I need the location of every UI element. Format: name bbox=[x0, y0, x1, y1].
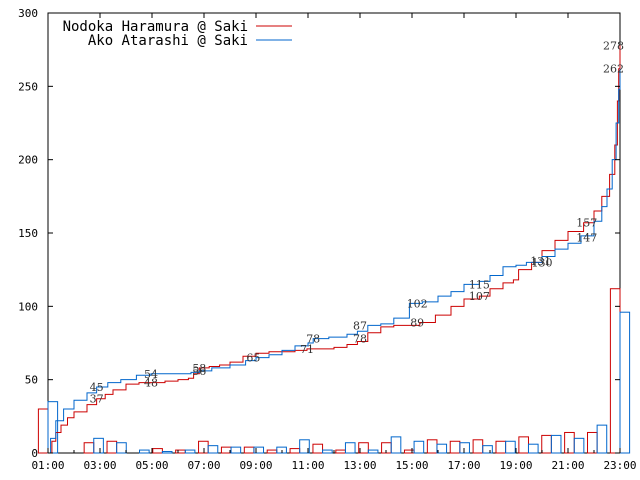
hourly-bar-nodoka bbox=[495, 440, 507, 454]
hourly-bar-ako bbox=[459, 442, 470, 454]
point-label: 107 bbox=[469, 290, 490, 303]
hourly-bar-nodoka bbox=[289, 448, 301, 454]
point-label: 262 bbox=[603, 63, 624, 76]
point-label: 89 bbox=[410, 316, 424, 329]
hourly-bar-nodoka bbox=[312, 443, 324, 454]
hourly-bar-ako bbox=[482, 445, 493, 454]
x-tick-label: 15:00 bbox=[395, 459, 428, 472]
x-tick-label: 23:00 bbox=[603, 459, 636, 472]
point-label: 71 bbox=[300, 343, 314, 356]
hourly-bar-nodoka bbox=[518, 436, 529, 454]
hourly-bar-ako bbox=[344, 442, 356, 454]
hourly-bar-ako bbox=[550, 434, 562, 454]
point-label: 48 bbox=[144, 377, 158, 390]
hourly-bar-nodoka bbox=[198, 440, 209, 454]
y-tick-label: 100 bbox=[18, 300, 38, 313]
hourly-bar-ako bbox=[207, 445, 219, 454]
point-label: 157 bbox=[576, 217, 597, 230]
point-label: 45 bbox=[90, 381, 104, 394]
hourly-bar-ako bbox=[139, 449, 150, 454]
point-label: 65 bbox=[246, 352, 260, 365]
hourly-bar-ako bbox=[573, 437, 585, 454]
x-tick-label: 17:00 bbox=[447, 459, 480, 472]
hourly-bar-nodoka bbox=[403, 449, 415, 454]
hourly-bar-ako bbox=[505, 440, 516, 454]
x-axis: 01:00 03:00 05:00 07:00 09:00 11:00 13:00 15:00… bbox=[31, 13, 637, 472]
point-label: 130 bbox=[532, 256, 553, 269]
x-tick-label: 13:00 bbox=[343, 459, 376, 472]
hourly-bar-ako bbox=[390, 436, 402, 454]
legend-label: Ako Atarashi @ Saki bbox=[88, 33, 248, 49]
y-tick-label: 0 bbox=[31, 447, 38, 460]
point-label: 54 bbox=[144, 368, 158, 381]
hourly-bar-ako bbox=[116, 442, 127, 454]
x-tick-label: 19:00 bbox=[499, 459, 532, 472]
x-tick-label: 05:00 bbox=[135, 459, 168, 472]
hourly-bar-nodoka bbox=[541, 434, 552, 454]
point-label: 56 bbox=[192, 365, 206, 378]
hourly-bar-nodoka bbox=[335, 449, 346, 454]
point-label: 131 bbox=[530, 255, 551, 268]
hourly-bar-nodoka bbox=[83, 442, 95, 454]
point-label: 87 bbox=[353, 319, 367, 332]
point-label: 102 bbox=[407, 297, 428, 310]
plot-frame bbox=[47, 12, 621, 454]
hourly-bar-ako bbox=[184, 449, 196, 454]
x-tick-label: 07:00 bbox=[187, 459, 220, 472]
hourly-bar-ako bbox=[93, 437, 104, 454]
x-tick-label: 21:00 bbox=[551, 459, 584, 472]
x-tick-label: 01:00 bbox=[31, 459, 64, 472]
hourly-bar-ako bbox=[230, 446, 242, 454]
point-label: 78 bbox=[306, 333, 320, 346]
hourly-bars bbox=[37, 288, 631, 454]
point-label: 115 bbox=[469, 278, 490, 291]
point-label: 37 bbox=[90, 393, 104, 406]
x-tick-label: 11:00 bbox=[291, 459, 324, 472]
y-tick-label: 200 bbox=[18, 154, 38, 167]
hourly-bar-ako bbox=[299, 439, 310, 454]
point-label: 78 bbox=[353, 333, 367, 346]
hourly-bar-ako bbox=[527, 443, 539, 454]
y-tick-label: 50 bbox=[25, 374, 38, 387]
hourly-bar-nodoka bbox=[358, 442, 369, 454]
y-tick-label: 300 bbox=[18, 7, 38, 20]
hourly-bar-nodoka bbox=[426, 439, 438, 454]
hourly-bar-nodoka bbox=[587, 431, 598, 454]
y-tick-label: 150 bbox=[18, 227, 38, 240]
series-line-ako bbox=[48, 68, 621, 454]
hourly-bar-nodoka bbox=[106, 440, 118, 454]
hourly-bar-nodoka bbox=[609, 288, 621, 454]
legend-label: Nodoka Haramura @ Saki bbox=[63, 19, 248, 35]
series-line-nodoka bbox=[48, 45, 621, 454]
hourly-bar-ako bbox=[596, 424, 608, 454]
hourly-bar-ako bbox=[619, 311, 631, 454]
hourly-bar-nodoka bbox=[564, 431, 575, 454]
hourly-bar-nodoka bbox=[152, 448, 163, 454]
hourly-bar-nodoka bbox=[175, 449, 186, 454]
hourly-bar-ako bbox=[161, 451, 173, 454]
hourly-bar-nodoka bbox=[472, 439, 484, 454]
hourly-bar-nodoka bbox=[449, 440, 461, 454]
point-label: 58 bbox=[192, 362, 206, 375]
x-tick-label: 03:00 bbox=[83, 459, 116, 472]
y-axis: 0 50 100 150 200 250 300 bbox=[18, 7, 620, 460]
y-tick-label: 250 bbox=[18, 80, 38, 93]
hourly-bar-ako bbox=[253, 446, 265, 454]
point-label: 278 bbox=[603, 39, 624, 52]
point-label: 147 bbox=[576, 231, 597, 244]
x-tick-label: 09:00 bbox=[239, 459, 272, 472]
hourly-bar-nodoka bbox=[243, 446, 255, 454]
hourly-bar-ako bbox=[367, 449, 379, 454]
hourly-bar-nodoka bbox=[37, 408, 49, 454]
cumulative-lines bbox=[48, 45, 621, 454]
hourly-bar-ako bbox=[436, 443, 448, 454]
hourly-bar-ako bbox=[413, 440, 425, 454]
hourly-bar-nodoka bbox=[266, 449, 278, 454]
hourly-bar-ako bbox=[322, 449, 333, 454]
